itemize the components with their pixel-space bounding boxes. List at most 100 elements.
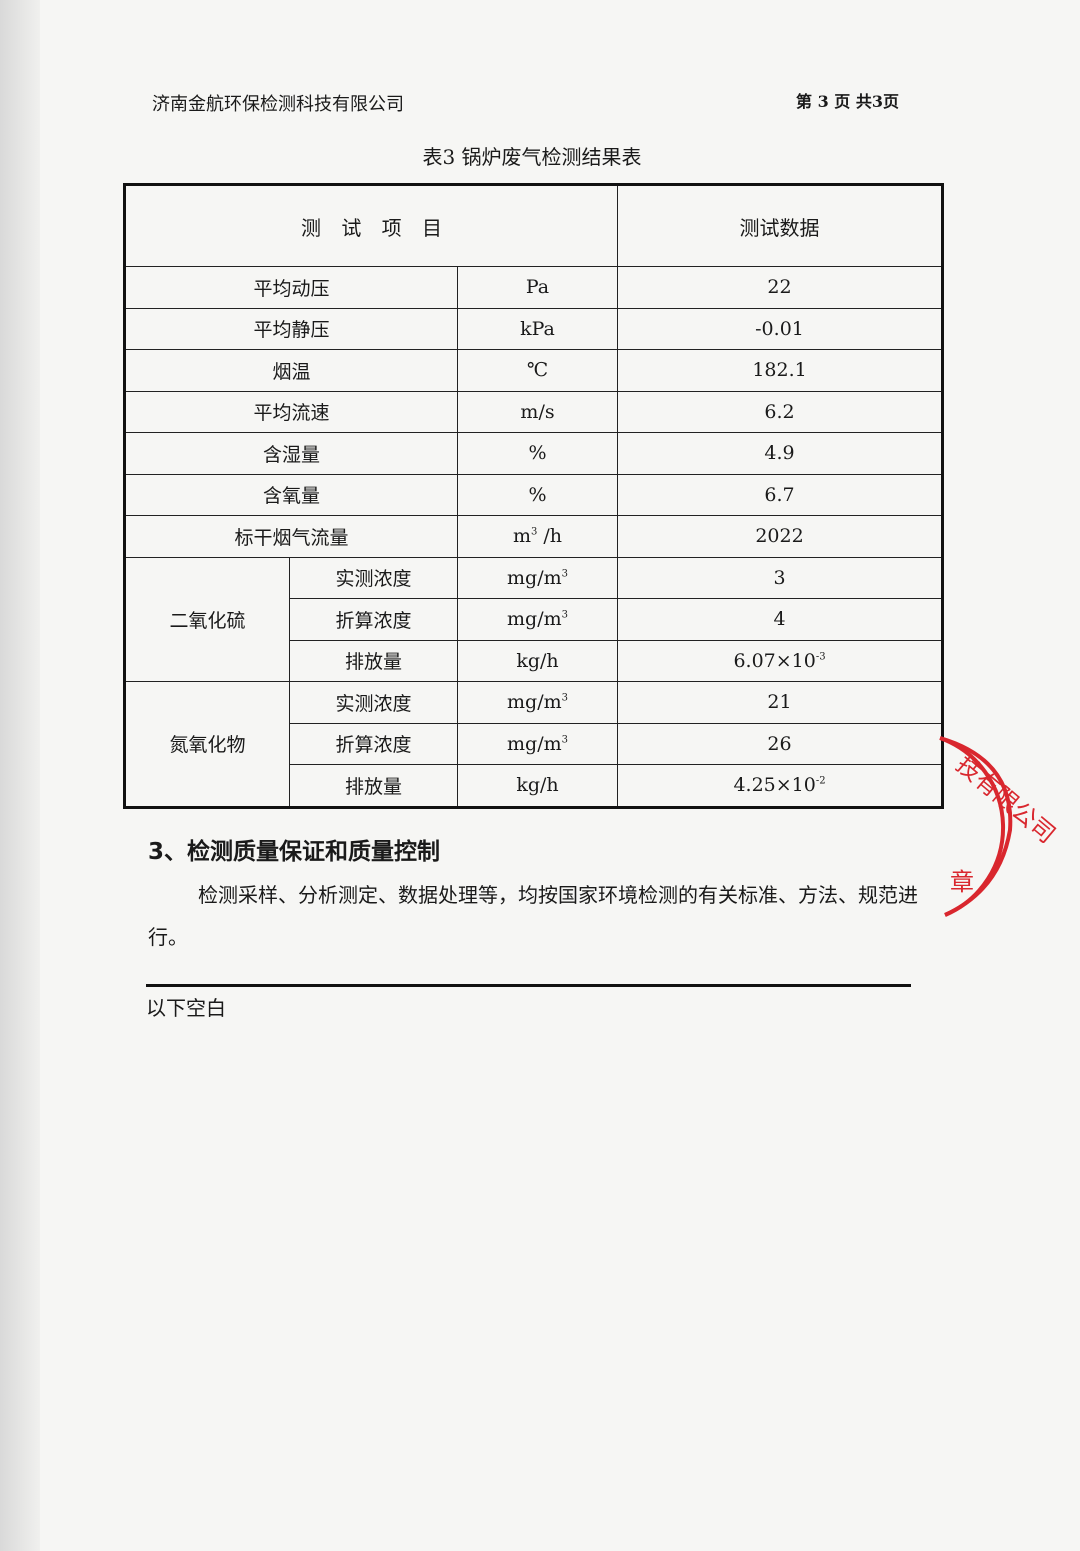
unit-cell: Pa <box>456 266 619 309</box>
unit-sup: 3 <box>561 609 568 621</box>
unit: kg/h <box>516 774 559 797</box>
value-cell: 182.1 <box>617 349 944 392</box>
item-cell: 折算浓度 <box>289 722 458 765</box>
divider <box>146 984 911 987</box>
unit: ℃ <box>526 359 549 382</box>
item-cell: 排放量 <box>289 639 458 682</box>
table-row: 平均动压 Pa 22 <box>124 266 944 309</box>
value-cell: 6.7 <box>617 473 944 516</box>
item-cell: 实测浓度 <box>289 681 458 724</box>
unit: m <box>512 525 531 548</box>
unit-sup: 3 <box>530 526 538 538</box>
value-cell: 21 <box>617 681 944 724</box>
unit-cell: mg/m3 <box>456 598 619 641</box>
value-cell: 3 <box>617 556 944 599</box>
unit: % <box>528 442 547 465</box>
value: 6.2 <box>764 400 795 423</box>
unit-sup: 3 <box>561 692 568 704</box>
table-row: 氮氧化物 实测浓度 mg/m3 21 <box>124 681 944 808</box>
unit-cell: kg/h <box>456 639 619 682</box>
item-cell: 实测浓度 <box>289 556 458 599</box>
table-row: 排放量 kg/h 4.25×10-2 <box>125 764 944 808</box>
unit: mg/m <box>507 566 562 589</box>
value: 4 <box>773 608 786 631</box>
table-row: 含氧量% 6.7 <box>124 473 944 516</box>
table-row: 烟温 ℃ 182.1 <box>124 349 944 392</box>
table-header-row: 测 试 项 目 测试数据 <box>123 184 944 267</box>
seal-text: 技有限公司 <box>951 750 1061 849</box>
unit-cell: m/s <box>456 390 619 433</box>
page-number: 第 3 页 共3页 <box>796 92 899 111</box>
value: 4.9 <box>764 442 795 465</box>
unit-sup: 3 <box>561 568 568 580</box>
page-edge-shadow <box>0 0 40 1551</box>
value: 4.25×10 <box>733 774 816 797</box>
group-cell: 氮氧化物 <box>124 681 290 808</box>
item-cell: 折算浓度 <box>289 598 458 641</box>
end-note: 以下空白 <box>146 996 226 1020</box>
unit-cell: m3 /h <box>456 515 619 558</box>
table-row: 平均静压 kPa -0.01 <box>124 307 944 350</box>
value-cell: 22 <box>617 266 944 309</box>
table-row: 二氧化硫 实测浓度 mg/m3 3 <box>124 556 944 682</box>
section-title: 3、检测质量保证和质量控制 <box>148 839 441 865</box>
unit-cell: % <box>456 473 619 516</box>
value-cell: 4.9 <box>617 432 944 475</box>
results-table: 测 试 项 目 测试数据 平均动压 Pa 22 平均静压 kPa -0.01 烟温 ℃ 182.… <box>123 183 945 809</box>
value: 21 <box>767 691 792 714</box>
value-cell: 4 <box>617 598 944 641</box>
value-cell: 6.07×10-3 <box>617 639 944 682</box>
company-name: 济南金航环保检测科技有限公司 <box>152 94 404 115</box>
header-item: 测 试 项 目 <box>123 184 619 267</box>
item-cell: 烟温 <box>124 349 458 392</box>
table-row: 排放量 kg/h 6.07×10-3 <box>125 639 944 682</box>
table-row: 标干烟气流量 m3 /h 2022 <box>124 515 944 558</box>
value-cell: -0.01 <box>617 307 944 350</box>
group-cell: 二氧化硫 <box>124 556 290 682</box>
value-sup: -3 <box>815 651 826 663</box>
unit-cell: kg/h <box>456 764 619 808</box>
unit: kPa <box>520 317 555 340</box>
unit-sup: 3 <box>561 734 568 746</box>
value: -0.01 <box>755 317 804 340</box>
value: 26 <box>767 732 792 755</box>
value-cell: 26 <box>617 722 944 765</box>
value: 22 <box>767 276 792 299</box>
item-cell: 平均静压 <box>124 307 458 350</box>
item-cell: 含湿量 <box>124 432 458 475</box>
unit-tail: /h <box>537 525 563 548</box>
item-cell: 排放量 <box>289 764 458 808</box>
unit-cell: kPa <box>456 307 619 350</box>
unit: mg/m <box>507 732 562 755</box>
unit-cell: mg/m3 <box>456 556 619 599</box>
value: 6.07×10 <box>733 649 816 672</box>
value: 3 <box>773 566 786 589</box>
item-cell: 含氧量 <box>124 473 458 516</box>
seal-suffix: 章 <box>950 868 974 896</box>
value-sup: -2 <box>815 775 826 787</box>
unit: m/s <box>520 400 555 423</box>
table-caption: 表3 锅炉废气检测结果表 <box>422 145 642 169</box>
header-data: 测试数据 <box>617 184 944 267</box>
item-cell: 平均流速 <box>124 390 458 433</box>
value: 182.1 <box>752 359 807 382</box>
company-seal: 技有限公司 章 <box>939 736 1061 917</box>
unit-cell: mg/m3 <box>456 681 619 724</box>
table-row: 平均流速 m/s 6.2 <box>124 390 944 433</box>
table-row: 含湿量% 4.9 <box>124 432 944 475</box>
item-cell: 平均动压 <box>124 266 458 309</box>
unit: kg/h <box>516 649 559 672</box>
section-body: 检测采样、分析测定、数据处理等，均按国家环境检测的有关标准、方法、规范进行。 <box>148 883 918 949</box>
unit: Pa <box>525 276 550 299</box>
unit-cell: ℃ <box>456 349 619 392</box>
unit: mg/m <box>507 608 562 631</box>
unit: % <box>528 483 547 506</box>
unit: mg/m <box>507 691 562 714</box>
value-cell: 2022 <box>617 515 944 558</box>
value: 6.7 <box>764 483 795 506</box>
value: 2022 <box>755 525 804 548</box>
unit-cell: % <box>456 432 619 475</box>
item-cell: 标干烟气流量 <box>124 515 458 558</box>
value-cell: 4.25×10-2 <box>617 764 944 808</box>
value-cell: 6.2 <box>617 390 944 433</box>
